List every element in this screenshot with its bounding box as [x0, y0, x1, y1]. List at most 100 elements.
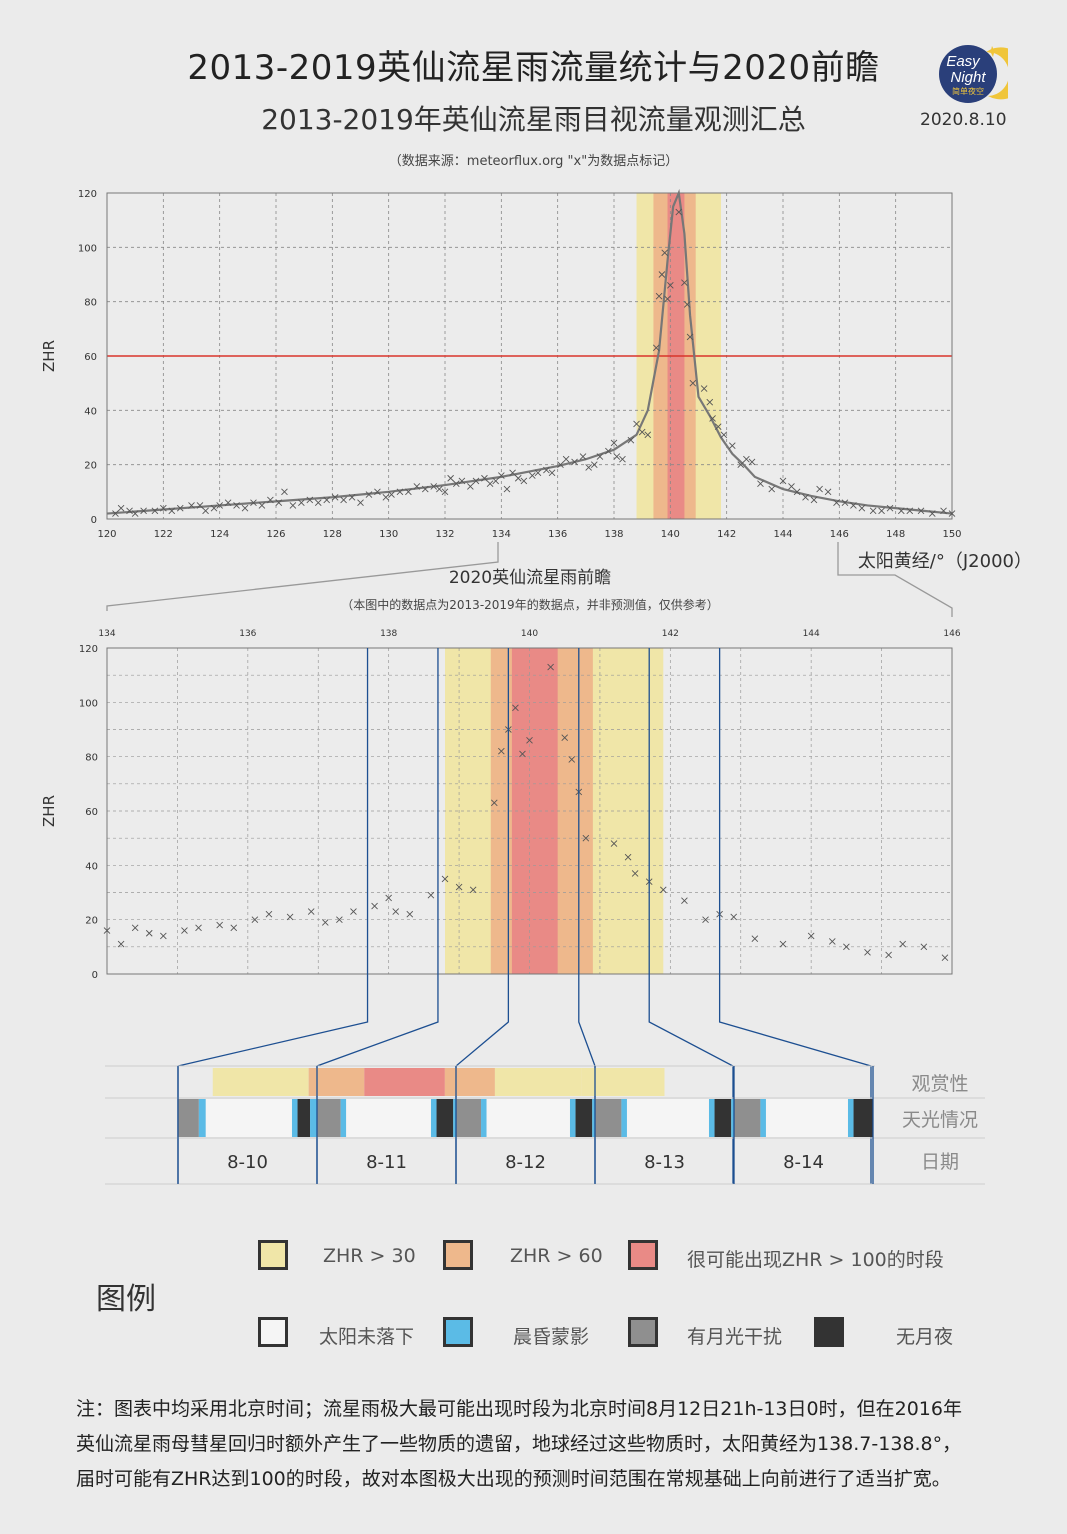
star-icon — [987, 46, 998, 57]
data-point — [526, 737, 533, 744]
data-point — [413, 483, 421, 490]
data-point — [631, 870, 639, 877]
x-tick-label: 138 — [604, 529, 623, 540]
logo-badge — [939, 45, 997, 103]
data-point — [652, 344, 660, 352]
viewing-segment — [581, 1068, 665, 1096]
sky-segment-dark — [714, 1099, 732, 1137]
row-label: 观赏性 — [911, 1073, 968, 1095]
data-point — [757, 480, 764, 488]
data-point — [388, 491, 395, 498]
data-point — [168, 507, 176, 515]
data-point — [548, 469, 556, 477]
x-tick-label: 146 — [830, 529, 849, 540]
publish-date: 2020.8.10 — [920, 110, 1007, 130]
data-point — [644, 431, 652, 439]
data-point — [514, 474, 522, 482]
data-point — [441, 488, 449, 496]
x-tick-label: 120 — [97, 529, 116, 540]
data-point — [920, 943, 928, 951]
data-point — [340, 496, 347, 504]
y-tick-label: 100 — [79, 698, 98, 709]
data-point — [481, 474, 488, 482]
data-point — [659, 886, 667, 894]
data-point — [469, 886, 477, 894]
viewing-segment — [364, 1068, 445, 1096]
date-label: 8-12 — [505, 1152, 546, 1173]
main-title: 2013-2019英仙流星雨流量统计与2020前瞻 — [187, 48, 880, 88]
x-tick-label: 132 — [435, 529, 454, 540]
data-point — [430, 483, 438, 490]
data-point — [117, 504, 125, 512]
data-point — [709, 415, 716, 422]
data-point — [233, 502, 240, 509]
data-point — [748, 458, 756, 466]
data-point — [658, 271, 666, 278]
data-point — [427, 891, 435, 899]
sky-segment-sun — [346, 1099, 431, 1137]
data-point — [624, 853, 632, 861]
y-tick-label: 20 — [85, 916, 98, 927]
data-point — [348, 493, 356, 501]
sky-segment-moon — [178, 1099, 199, 1137]
data-point — [833, 499, 840, 507]
data-point — [350, 908, 357, 915]
data-point — [619, 455, 626, 463]
x-tick-label: 142 — [662, 629, 679, 639]
sky-segment-twilight — [847, 1099, 854, 1137]
data-point — [779, 477, 787, 485]
easy-night-logo: Easy Night 简单夜空 — [939, 45, 1008, 103]
data-point — [899, 940, 907, 948]
data-point — [596, 453, 604, 460]
data-point — [196, 502, 204, 509]
viewing-segment — [444, 1068, 495, 1096]
data-point — [281, 488, 288, 496]
data-point — [779, 940, 787, 948]
x-tick-label: 146 — [943, 629, 960, 639]
x-tick-label: 148 — [886, 529, 905, 540]
legend-label: 太阳未落下 — [319, 1326, 415, 1348]
data-point — [498, 747, 505, 755]
data-point — [131, 510, 139, 517]
data-point — [140, 507, 147, 515]
data-point — [188, 502, 195, 509]
logo-text-easy: Easy — [946, 53, 981, 70]
data-point — [869, 507, 877, 515]
data-point — [655, 292, 663, 300]
sub-title: 2013-2019年英仙流星雨目视流量观测汇总 — [261, 103, 806, 136]
data-point — [547, 663, 554, 671]
sky-segment-sun — [626, 1099, 709, 1137]
x-tick-label: 140 — [521, 629, 538, 639]
data-point — [210, 504, 218, 512]
data-point — [706, 398, 714, 406]
data-point — [498, 472, 505, 479]
data-point — [810, 496, 818, 504]
data-point — [436, 485, 443, 493]
legend-swatch — [628, 1240, 658, 1270]
data-source-note: （数据来源：meteorflux.org "x"为数据点标记） — [388, 154, 679, 169]
sky-segment-moon — [317, 1099, 341, 1137]
x-tick-label: 126 — [266, 529, 285, 540]
data-point — [638, 428, 646, 436]
legend-title: 图例 — [96, 1282, 156, 1317]
data-point — [160, 504, 167, 512]
data-point — [441, 875, 449, 883]
y-tick-label: 60 — [84, 352, 97, 363]
data-point — [579, 453, 587, 460]
data-point — [768, 485, 776, 493]
x-tick-label: 130 — [379, 529, 398, 540]
x-tick-label: 142 — [717, 529, 736, 540]
y-tick-label: 60 — [85, 807, 98, 818]
sky-segment-sun — [205, 1099, 292, 1137]
data-point — [610, 840, 618, 847]
data-point — [824, 488, 832, 496]
data-point — [675, 208, 683, 216]
data-point — [585, 464, 592, 471]
y-tick-label: 120 — [79, 644, 98, 655]
x-tick-label: 138 — [380, 629, 397, 639]
data-point — [928, 510, 936, 517]
data-point — [405, 488, 412, 496]
y-axis-label: ZHR — [40, 795, 58, 827]
